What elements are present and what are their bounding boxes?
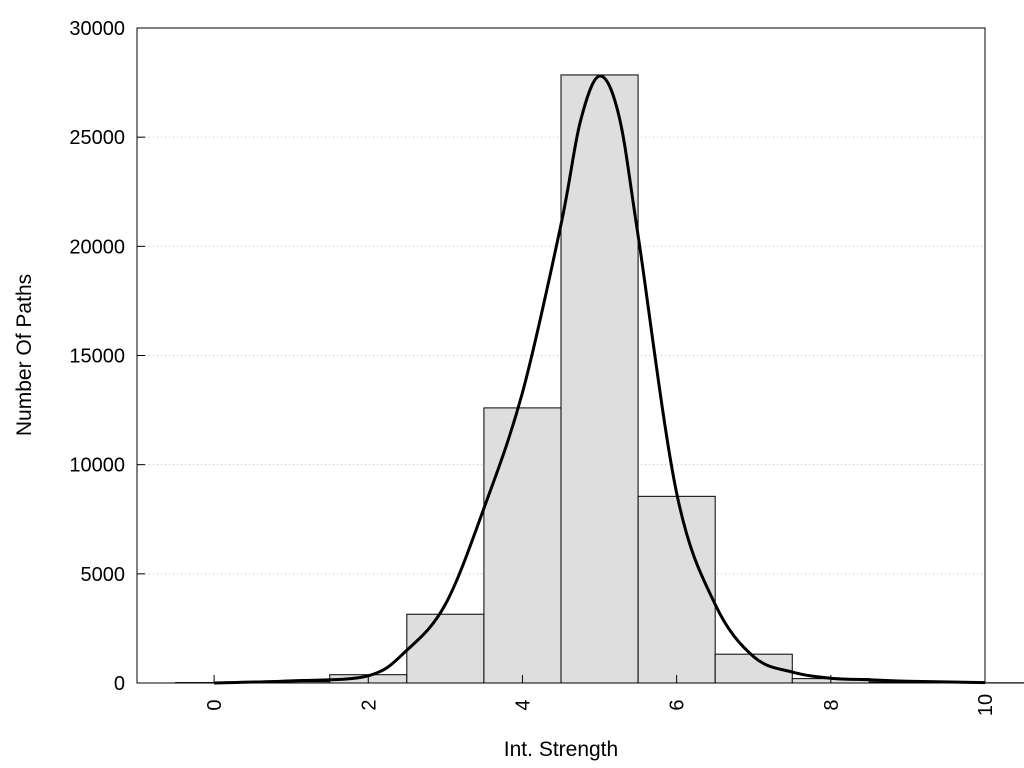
x-axis-title: Int. Strength bbox=[504, 738, 618, 761]
y-tick-label: 15000 bbox=[69, 346, 125, 368]
y-tick-label: 20000 bbox=[69, 236, 125, 258]
histogram-bar bbox=[637, 495, 716, 684]
x-axis-ticks: 0 2 4 6 8 10 bbox=[204, 675, 997, 716]
x-tick-label: 0 bbox=[204, 699, 226, 710]
fit-curve-layer bbox=[214, 74, 986, 685]
x-tick-label: 4 bbox=[512, 699, 534, 710]
y-tick-label: 10000 bbox=[69, 455, 125, 477]
fit-curve bbox=[214, 74, 986, 685]
y-tick-label: 25000 bbox=[69, 127, 125, 149]
histogram-bar bbox=[483, 407, 562, 684]
y-tick-label: 5000 bbox=[81, 564, 126, 586]
x-tick-label: 6 bbox=[667, 699, 689, 710]
histogram-bars bbox=[175, 74, 1024, 684]
y-tick-label: 30000 bbox=[69, 18, 125, 40]
y-axis-title: Number Of Paths bbox=[13, 274, 36, 436]
y-axis-ticks: 0 5000 10000 15000 20000 25000 30000 bbox=[69, 18, 145, 695]
x-tick-label: 10 bbox=[975, 694, 997, 716]
histogram-bar bbox=[406, 613, 485, 684]
x-tick-label: 8 bbox=[821, 699, 843, 710]
y-tick-label: 0 bbox=[114, 673, 125, 695]
x-tick-label: 2 bbox=[358, 699, 380, 710]
histogram-bar bbox=[560, 74, 639, 684]
